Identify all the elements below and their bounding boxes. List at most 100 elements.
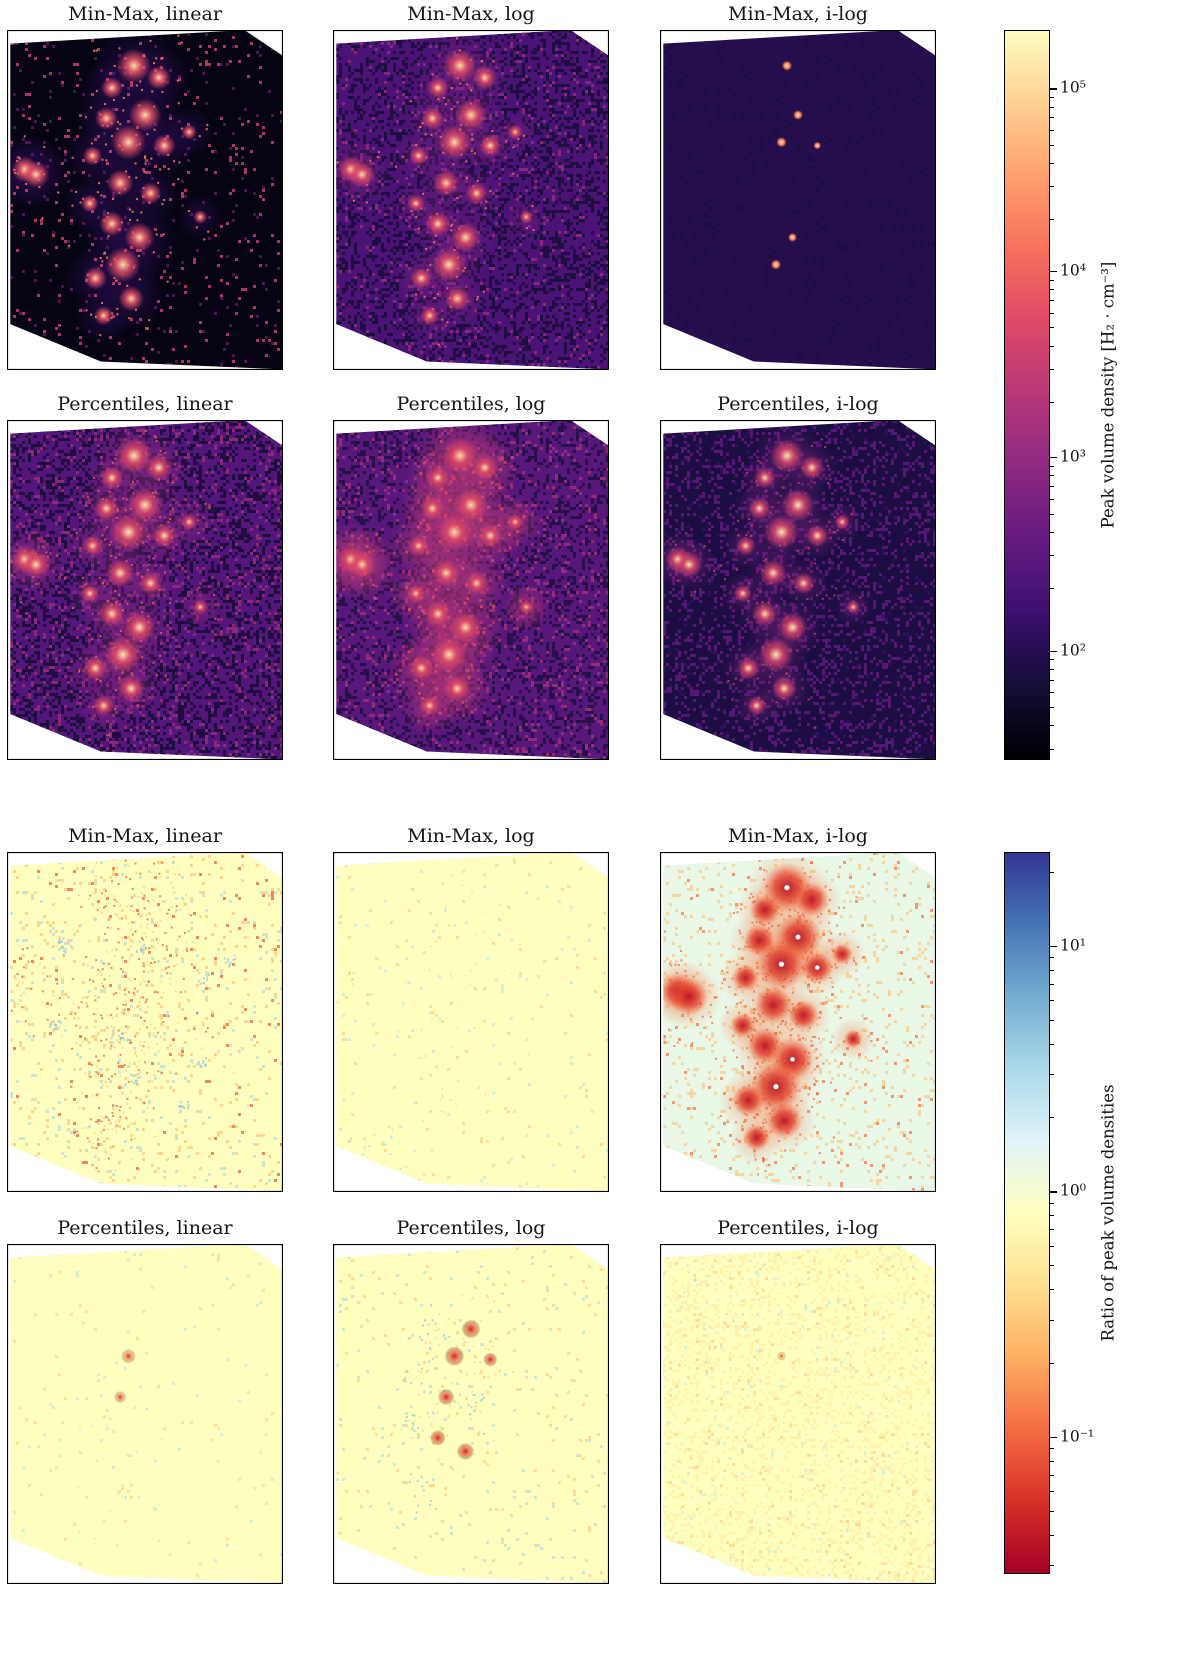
heatmap-panel-ratio-of-peak-volume-densities-mm-log-ratio bbox=[333, 852, 609, 1192]
colorbar-minor-tick bbox=[1050, 345, 1054, 347]
colorbar-minor-tick bbox=[1050, 1202, 1054, 1204]
colorbar-gradient bbox=[1004, 852, 1050, 1574]
panel-title: Min-Max, linear bbox=[68, 825, 222, 847]
colorbar-minor-tick bbox=[1050, 1000, 1054, 1002]
colorbar-minor-tick bbox=[1050, 97, 1054, 98]
colorbar-minor-tick bbox=[1050, 327, 1054, 329]
colorbar-minor-tick bbox=[1050, 668, 1054, 670]
colorbar-tick-label: 10⁵ bbox=[1060, 79, 1086, 98]
colorbar-minor-tick bbox=[1050, 106, 1054, 108]
colorbar-minor-tick bbox=[1050, 219, 1054, 221]
heatmap-panel-peak-volume-density-mm-linear-density bbox=[7, 30, 283, 370]
colorbar-major-tick bbox=[1050, 457, 1057, 459]
colorbar-minor-tick bbox=[1050, 475, 1054, 477]
heatmap-panel-peak-volume-density-pc-log-density bbox=[333, 420, 609, 760]
colorbar-peak-volume-density: 10⁵ 10⁴ 10³ 10² bbox=[1004, 30, 1086, 760]
colorbar-tick-label: 10² bbox=[1060, 641, 1086, 660]
colorbar-minor-tick bbox=[1050, 1043, 1054, 1045]
colorbar-minor-tick bbox=[1050, 1460, 1054, 1462]
heatmap-panel-peak-volume-density-mm-log-density bbox=[333, 30, 609, 370]
colorbar-major-tick bbox=[1050, 1191, 1057, 1193]
panel-title: Percentiles, i-log bbox=[717, 1217, 879, 1239]
colorbar-minor-tick bbox=[1050, 1448, 1054, 1450]
colorbar-minor-tick bbox=[1050, 401, 1054, 403]
colorbar-minor-tick bbox=[1050, 531, 1054, 533]
colorbar-minor-tick bbox=[1050, 659, 1054, 661]
colorbar-minor-tick bbox=[1050, 1319, 1054, 1321]
colorbar-minor-tick bbox=[1050, 1265, 1054, 1267]
colorbar-minor-tick bbox=[1050, 1245, 1054, 1247]
colorbar-minor-tick bbox=[1050, 555, 1054, 556]
colorbar-major-tick bbox=[1050, 88, 1057, 90]
heatmap-panel-ratio-of-peak-volume-densities-pc-ilog-ratio bbox=[660, 1244, 936, 1584]
colorbar-minor-tick bbox=[1050, 299, 1054, 301]
colorbar-minor-tick bbox=[1050, 1565, 1054, 1567]
colorbar-minor-tick bbox=[1050, 465, 1054, 467]
colorbar-tick-label: 10¹ bbox=[1060, 936, 1086, 955]
panel-title: Min-Max, log bbox=[407, 3, 535, 25]
colorbar-minor-tick bbox=[1050, 969, 1054, 971]
colorbar-axis-label: Ratio of peak volume densities bbox=[1098, 1084, 1118, 1342]
colorbar-minor-tick bbox=[1050, 692, 1054, 694]
colorbar-minor-tick bbox=[1050, 1215, 1054, 1217]
panel-title: Percentiles, log bbox=[396, 393, 546, 415]
colorbar-axis-label: Peak volume density [H₂ · cm⁻³] bbox=[1098, 261, 1118, 529]
colorbar-minor-tick bbox=[1050, 1289, 1054, 1290]
heatmap-panel-ratio-of-peak-volume-densities-pc-log-ratio bbox=[333, 1244, 609, 1584]
panel-title: Min-Max, i-log bbox=[728, 3, 868, 25]
colorbar-minor-tick bbox=[1050, 186, 1054, 188]
colorbar-major-tick bbox=[1050, 650, 1057, 652]
colorbar-minor-tick bbox=[1050, 1019, 1054, 1021]
colorbar-minor-tick bbox=[1050, 1229, 1054, 1231]
colorbar-minor-tick bbox=[1050, 130, 1054, 131]
colorbar-minor-tick bbox=[1050, 1362, 1054, 1364]
colorbar-minor-tick bbox=[1050, 1534, 1054, 1536]
heatmap-panel-peak-volume-density-mm-ilog-density bbox=[660, 30, 936, 370]
colorbar-minor-tick bbox=[1050, 1510, 1054, 1512]
colorbar-minor-tick bbox=[1050, 513, 1054, 515]
panel-title: Percentiles, log bbox=[396, 1217, 546, 1239]
colorbar-minor-tick bbox=[1050, 588, 1054, 589]
panel-title: Min-Max, linear bbox=[68, 3, 222, 25]
colorbar-minor-tick bbox=[1050, 1117, 1054, 1119]
colorbar-minor-tick bbox=[1050, 117, 1054, 119]
panel-title: Min-Max, log bbox=[407, 825, 535, 847]
colorbar-major-tick bbox=[1050, 270, 1057, 273]
heatmap-panel-peak-volume-density-pc-linear-density bbox=[7, 420, 283, 760]
panel-title: Percentiles, linear bbox=[57, 393, 233, 415]
colorbar-minor-tick bbox=[1050, 163, 1054, 164]
colorbar-tick-label: 10⁴ bbox=[1060, 261, 1086, 280]
colorbar-minor-tick bbox=[1050, 706, 1054, 708]
colorbar-minor-tick bbox=[1050, 144, 1054, 146]
colorbar-minor-tick bbox=[1050, 1474, 1054, 1476]
heatmap-panel-ratio-of-peak-volume-densities-mm-linear-ratio bbox=[7, 852, 283, 1192]
colorbar-minor-tick bbox=[1050, 983, 1054, 985]
colorbar-tick-label: 10⁰ bbox=[1060, 1181, 1086, 1200]
panel-title: Percentiles, linear bbox=[57, 1217, 233, 1239]
panel-title: Min-Max, i-log bbox=[728, 825, 868, 847]
colorbar-minor-tick bbox=[1050, 957, 1054, 959]
colorbar-minor-tick bbox=[1050, 289, 1054, 291]
colorbar-tick-label: 10⁻¹ bbox=[1060, 1427, 1095, 1446]
colorbar-minor-tick bbox=[1050, 872, 1054, 873]
colorbar-gradient bbox=[1004, 30, 1050, 760]
heatmap-panel-peak-volume-density-pc-ilog-density bbox=[660, 420, 936, 760]
colorbar-minor-tick bbox=[1050, 486, 1054, 488]
colorbar-major-tick bbox=[1050, 1436, 1057, 1439]
panel-title: Percentiles, i-log bbox=[717, 393, 879, 415]
colorbar-minor-tick bbox=[1050, 725, 1054, 727]
colorbar-major-tick bbox=[1050, 945, 1057, 948]
colorbar-minor-tick bbox=[1050, 1074, 1054, 1076]
colorbar-minor-tick bbox=[1050, 498, 1054, 500]
colorbar-minor-tick bbox=[1050, 368, 1054, 370]
colorbar-minor-tick bbox=[1050, 1491, 1054, 1493]
heatmap-panel-ratio-of-peak-volume-densities-mm-ilog-ratio bbox=[660, 852, 936, 1192]
colorbar-minor-tick bbox=[1050, 312, 1054, 314]
colorbar-minor-tick bbox=[1050, 748, 1054, 750]
heatmap-panel-ratio-of-peak-volume-densities-pc-linear-ratio bbox=[7, 1244, 283, 1584]
colorbar-tick-label: 10³ bbox=[1060, 447, 1086, 466]
colorbar-minor-tick bbox=[1050, 679, 1054, 681]
colorbar-ratio-of-peak-volume-densities: 10¹ 10⁰ 10⁻¹ bbox=[1004, 852, 1094, 1574]
colorbar-minor-tick bbox=[1050, 279, 1054, 281]
